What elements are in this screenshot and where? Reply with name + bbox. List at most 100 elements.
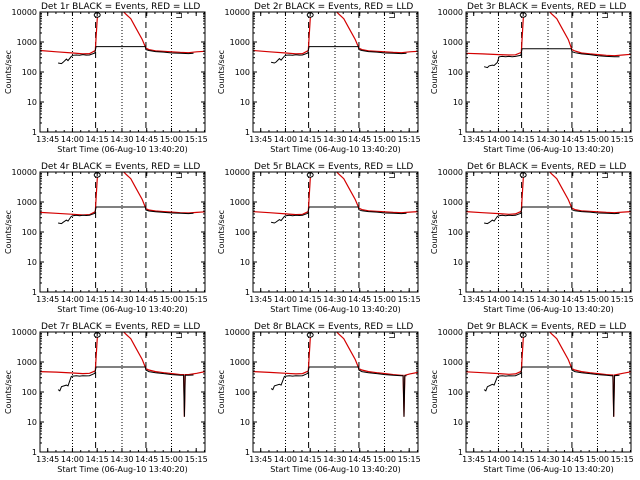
y-tick-label: 10 <box>240 98 250 107</box>
legend-symbol: ⊐ <box>388 11 396 21</box>
chart-title: Det 7r BLACK = Events, RED = LLD <box>41 322 200 332</box>
series-events-line <box>58 46 194 65</box>
series-lld-line <box>253 12 418 55</box>
series-events-line <box>484 206 620 225</box>
chart-panel-4: Det 4r BLACK = Events, RED = LLD⊐ 1 10 100 1… <box>4 162 208 314</box>
x-tick-label: 14:30 <box>536 295 559 304</box>
x-tick-label: 14:45 <box>561 295 584 304</box>
legend-symbol: ⊐ <box>601 171 609 181</box>
y-tick-label: 1000 <box>443 358 463 367</box>
y-tick-label: 10000 <box>438 328 463 337</box>
x-tick-label: 14:30 <box>110 295 133 304</box>
y-tick-label: 1000 <box>17 38 37 47</box>
x-tick-label: 14:15 <box>299 455 322 464</box>
x-tick-label: 15:00 <box>586 455 609 464</box>
y-axis-label: Counts/sec <box>430 370 439 414</box>
x-tick-label: 13:45 <box>249 135 272 144</box>
series-events-line <box>270 206 407 224</box>
x-tick-label: 14:45 <box>348 135 371 144</box>
x-tick-label: 14:15 <box>512 135 535 144</box>
x-tick-label: 14:15 <box>299 295 322 304</box>
x-tick-label: 15:15 <box>398 135 421 144</box>
y-tick-label: 10000 <box>438 8 463 17</box>
y-tick-label: 100 <box>448 68 463 77</box>
legend-symbol: ⊐ <box>388 171 396 181</box>
x-tick-label: 15:00 <box>160 135 183 144</box>
x-axis-label: Start Time (06-Aug-10 13:40:20) <box>483 145 614 154</box>
chart-title: Det 5r BLACK = Events, RED = LLD <box>254 162 413 172</box>
y-tick-label: 100 <box>448 228 463 237</box>
series-lld-line <box>466 172 631 215</box>
x-tick-label: 14:00 <box>487 455 510 464</box>
x-tick-label: 13:45 <box>462 135 485 144</box>
legend-symbol: ⊐ <box>175 11 183 21</box>
x-tick-label: 15:15 <box>611 295 634 304</box>
x-tick-label: 14:00 <box>274 455 297 464</box>
y-tick-label: 10 <box>27 418 37 427</box>
x-tick-label: 14:00 <box>274 135 297 144</box>
y-axis-label: Counts/sec <box>217 210 226 254</box>
y-tick-label: 1 <box>458 288 463 297</box>
chart-title: Det 3r BLACK = Events, RED = LLD <box>467 2 626 12</box>
x-tick-label: 14:00 <box>487 295 510 304</box>
chart-title: Det 8r BLACK = Events, RED = LLD <box>254 322 413 332</box>
y-tick-label: 100 <box>22 228 37 237</box>
y-tick-label: 1000 <box>443 198 463 207</box>
y-tick-label: 100 <box>235 228 250 237</box>
y-tick-label: 10000 <box>12 8 37 17</box>
y-tick-label: 1000 <box>230 358 250 367</box>
y-axis-label: Counts/sec <box>4 210 13 254</box>
x-tick-label: 15:00 <box>373 455 396 464</box>
chart-title: Det 4r BLACK = Events, RED = LLD <box>41 162 200 172</box>
series-lld-line <box>466 12 631 57</box>
x-tick-label: 14:45 <box>135 455 158 464</box>
x-tick-label: 13:45 <box>462 295 485 304</box>
x-tick-label: 14:45 <box>561 455 584 464</box>
y-axis-label: Counts/sec <box>217 50 226 94</box>
x-tick-label: 13:45 <box>249 295 272 304</box>
series-lld-line <box>253 172 418 216</box>
series-events-line <box>270 46 407 64</box>
y-tick-label: 10000 <box>225 168 250 177</box>
x-axis-label: Start Time (06-Aug-10 13:40:20) <box>57 465 188 474</box>
legend-symbol: ⊐ <box>601 331 609 341</box>
chart-panel-9: Det 9r BLACK = Events, RED = LLD⊐ 1 10 100 1… <box>430 322 634 474</box>
y-tick-label: 1 <box>458 448 463 457</box>
y-tick-label: 1000 <box>230 198 250 207</box>
x-tick-label: 14:30 <box>323 455 346 464</box>
x-tick-label: 14:00 <box>274 295 297 304</box>
y-tick-label: 10000 <box>12 328 37 337</box>
y-tick-label: 100 <box>235 388 250 397</box>
y-tick-label: 1000 <box>17 198 37 207</box>
y-tick-label: 100 <box>22 68 37 77</box>
y-axis-label: Counts/sec <box>430 50 439 94</box>
chart-panel-2: Det 2r BLACK = Events, RED = LLD⊐ 1 10 100 1… <box>217 2 421 154</box>
x-tick-label: 14:00 <box>61 135 84 144</box>
x-tick-label: 15:15 <box>611 455 634 464</box>
y-tick-label: 10 <box>27 258 37 267</box>
x-tick-label: 15:15 <box>611 135 634 144</box>
x-tick-label: 13:45 <box>36 455 59 464</box>
legend-symbol: ⊐ <box>601 11 609 21</box>
x-tick-label: 13:45 <box>36 135 59 144</box>
x-tick-label: 14:30 <box>110 455 133 464</box>
x-tick-label: 14:00 <box>61 455 84 464</box>
y-tick-label: 10000 <box>225 328 250 337</box>
chart-panel-8: Det 8r BLACK = Events, RED = LLD⊐ 1 10 100 1… <box>217 322 421 474</box>
y-tick-label: 10 <box>27 98 37 107</box>
x-axis-label: Start Time (06-Aug-10 13:40:20) <box>270 145 401 154</box>
x-tick-label: 14:00 <box>487 135 510 144</box>
x-tick-label: 14:45 <box>348 295 371 304</box>
x-tick-label: 14:30 <box>323 295 346 304</box>
chart-panel-5: Det 5r BLACK = Events, RED = LLD⊐ 1 10 100 1… <box>217 162 421 314</box>
y-tick-label: 1000 <box>230 38 250 47</box>
x-tick-label: 14:15 <box>86 295 109 304</box>
x-tick-label: 15:00 <box>586 295 609 304</box>
x-tick-label: 14:15 <box>86 135 109 144</box>
x-tick-label: 14:30 <box>536 135 559 144</box>
chart-title: Det 6r BLACK = Events, RED = LLD <box>467 162 626 172</box>
series-lld-line <box>466 332 631 417</box>
x-axis-label: Start Time (06-Aug-10 13:40:20) <box>57 145 188 154</box>
x-tick-label: 15:15 <box>398 455 421 464</box>
y-tick-label: 1 <box>245 128 250 137</box>
